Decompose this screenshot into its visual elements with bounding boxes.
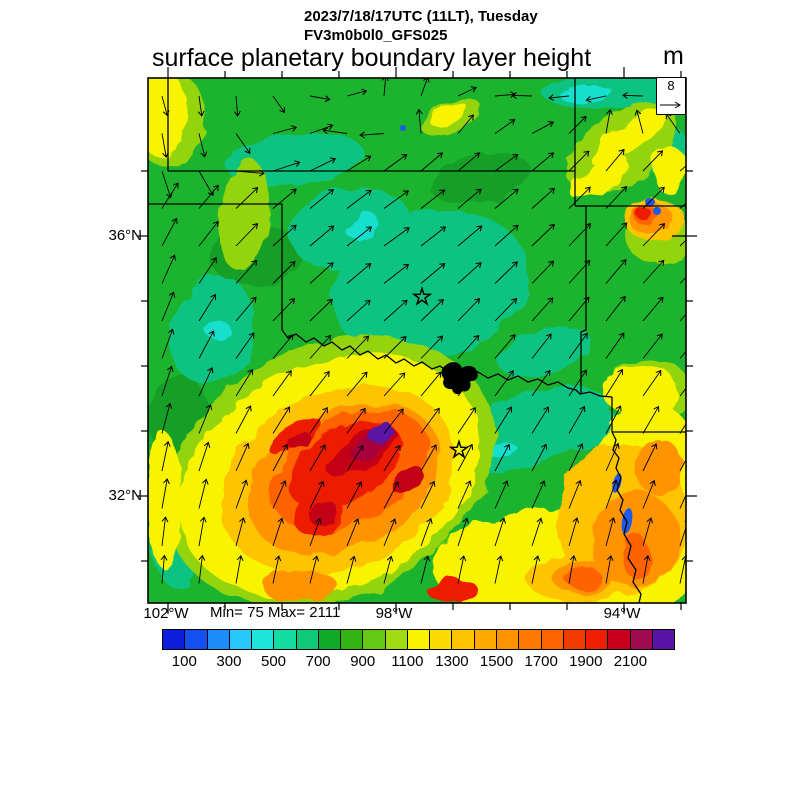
colorbar-segment: [296, 630, 319, 649]
colorbar-segment: [474, 630, 497, 649]
lon-label-2: 94°W: [603, 605, 641, 622]
lake-texoma-shape: [441, 362, 478, 395]
reference-vector-value: 8: [667, 78, 675, 93]
lon-label-0: 102°W: [143, 605, 189, 622]
colorbar-segment: [452, 630, 475, 649]
colorbar-segment: [229, 630, 253, 649]
lat-label-0: 36°N: [108, 227, 142, 244]
colorbar-label-1900: 1900: [569, 653, 603, 670]
colorbar-segment: [252, 630, 275, 649]
datetime-title: 2023/7/18/17UTC (11LT), Tuesday: [304, 8, 538, 25]
wind-vectors: [160, 78, 686, 584]
colorbar-segment: [430, 630, 453, 649]
city-stars: [411, 286, 470, 459]
reference-vector-box: 8: [656, 77, 686, 115]
map-frame: [147, 77, 687, 604]
colorbar-label-2100: 2100: [613, 653, 648, 670]
colorbar-label-1700: 1700: [524, 653, 558, 670]
colorbar-segment: [207, 630, 230, 649]
colorbar-label-1500: 1500: [479, 653, 514, 670]
colorbar-segment: [608, 630, 631, 649]
unit-label: m: [663, 42, 684, 70]
colorbar-segment: [185, 630, 208, 649]
colorbar: [162, 629, 675, 650]
colorbar-segment: [541, 630, 564, 649]
colorbar-label-700: 700: [305, 653, 331, 670]
colorbar-label-1100: 1100: [391, 653, 424, 670]
colorbar-segment: [630, 630, 653, 649]
colorbar-label-900: 900: [350, 653, 376, 670]
city-star-icon: [448, 439, 470, 459]
model-title: FV3m0b0l0_GFS025: [304, 27, 448, 44]
colorbar-segment: [385, 630, 408, 649]
colorbar-segment: [163, 630, 186, 649]
colorbar-label-500: 500: [261, 653, 287, 670]
axis-ticks: [137, 67, 697, 614]
pbl-field: [148, 78, 686, 603]
minmax-label: Min= 75 Max= 2111: [210, 604, 341, 621]
colorbar-segment: [652, 630, 675, 649]
colorbar-label-1300: 1300: [435, 653, 469, 670]
state-borders: [148, 78, 686, 603]
colorbar-segment: [318, 630, 342, 649]
colorbar-segment: [496, 630, 520, 649]
lat-label-1: 32°N: [108, 487, 142, 504]
colorbar-label-300: 300: [216, 653, 242, 670]
lon-label-1: 98°W: [375, 605, 413, 622]
colorbar-segment: [341, 630, 364, 649]
reference-vector-arrow-icon: [660, 101, 681, 109]
plot-title: surface planetary boundary layer height: [152, 44, 592, 72]
colorbar-segment: [519, 630, 542, 649]
colorbar-segment: [274, 630, 297, 649]
colorbar-segment: [363, 630, 386, 649]
colorbar-label-100: 100: [171, 653, 197, 670]
colorbar-segment: [586, 630, 609, 649]
colorbar-segment: [563, 630, 587, 649]
colorbar-segment: [407, 630, 431, 649]
city-star-icon: [411, 286, 433, 306]
